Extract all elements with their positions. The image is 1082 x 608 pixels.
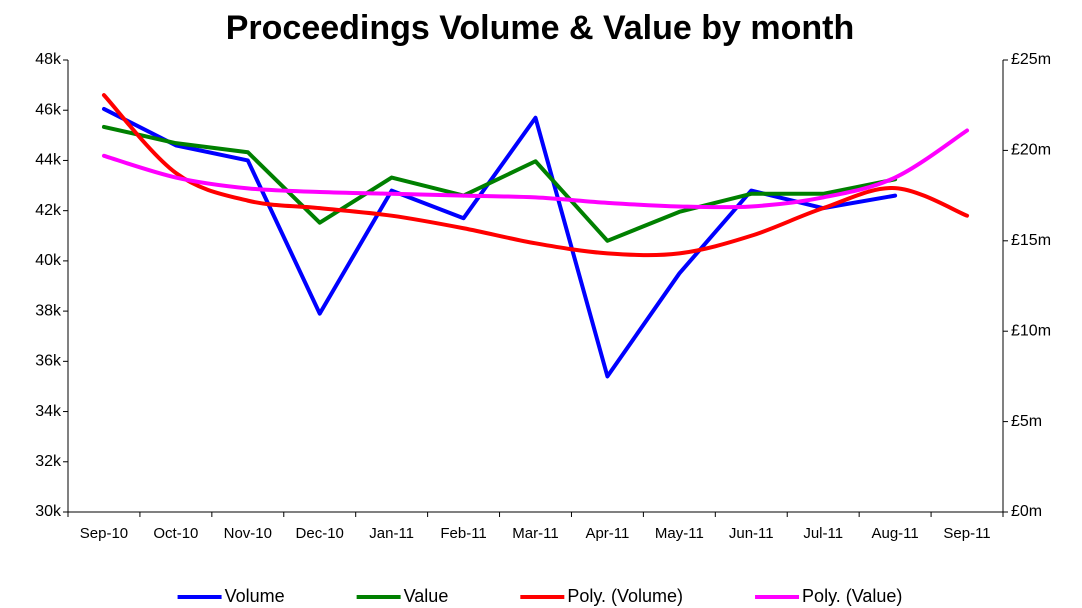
y-tick-label: 42k <box>35 202 62 219</box>
y-tick-label: 36k <box>35 353 62 370</box>
x-tick-label: Oct-10 <box>153 525 198 542</box>
legend-label: Volume <box>225 586 285 606</box>
x-tick-label: Apr-11 <box>585 525 629 542</box>
chart-title: Proceedings Volume & Value by month <box>226 9 855 47</box>
x-tick-label: Feb-11 <box>440 525 486 542</box>
y-tick-label: 32k <box>35 453 62 470</box>
x-tick-label: Sep-10 <box>80 525 128 542</box>
x-tick-label: Jan-11 <box>369 525 414 542</box>
x-tick-label: Dec-10 <box>296 525 344 542</box>
legend-label: Value <box>404 586 449 606</box>
x-tick-label: Aug-11 <box>871 525 918 542</box>
y-tick-label: 46k <box>35 101 62 118</box>
y2-tick-label: £20m <box>1011 142 1051 159</box>
series-line <box>101 124 898 243</box>
y-tick-label: 30k <box>35 503 62 520</box>
y-tick-label: 48k <box>35 51 62 68</box>
y-tick-label: 34k <box>35 403 62 420</box>
y2-tick-label: £25m <box>1011 51 1051 68</box>
x-tick-label: Nov-10 <box>224 525 272 542</box>
x-tick-label: Jun-11 <box>729 525 774 542</box>
x-tick-label: Sep-11 <box>943 525 990 542</box>
y-tick-label: 40k <box>35 252 62 269</box>
x-tick-label: May-11 <box>655 525 704 542</box>
y-tick-label: 44k <box>35 152 62 169</box>
y2-tick-label: £10m <box>1011 322 1051 339</box>
y-tick-label: 38k <box>35 302 62 319</box>
y2-tick-label: £15m <box>1011 232 1051 249</box>
x-tick-label: Jul-11 <box>803 525 843 542</box>
legend-label: Poly. (Value) <box>802 586 902 606</box>
legend-label: Poly. (Volume) <box>567 586 683 606</box>
x-tick-label: Mar-11 <box>512 525 558 542</box>
y2-tick-label: £5m <box>1011 413 1042 430</box>
series-line <box>101 128 970 210</box>
y2-tick-label: £0m <box>1011 503 1042 520</box>
series-line <box>101 93 970 258</box>
